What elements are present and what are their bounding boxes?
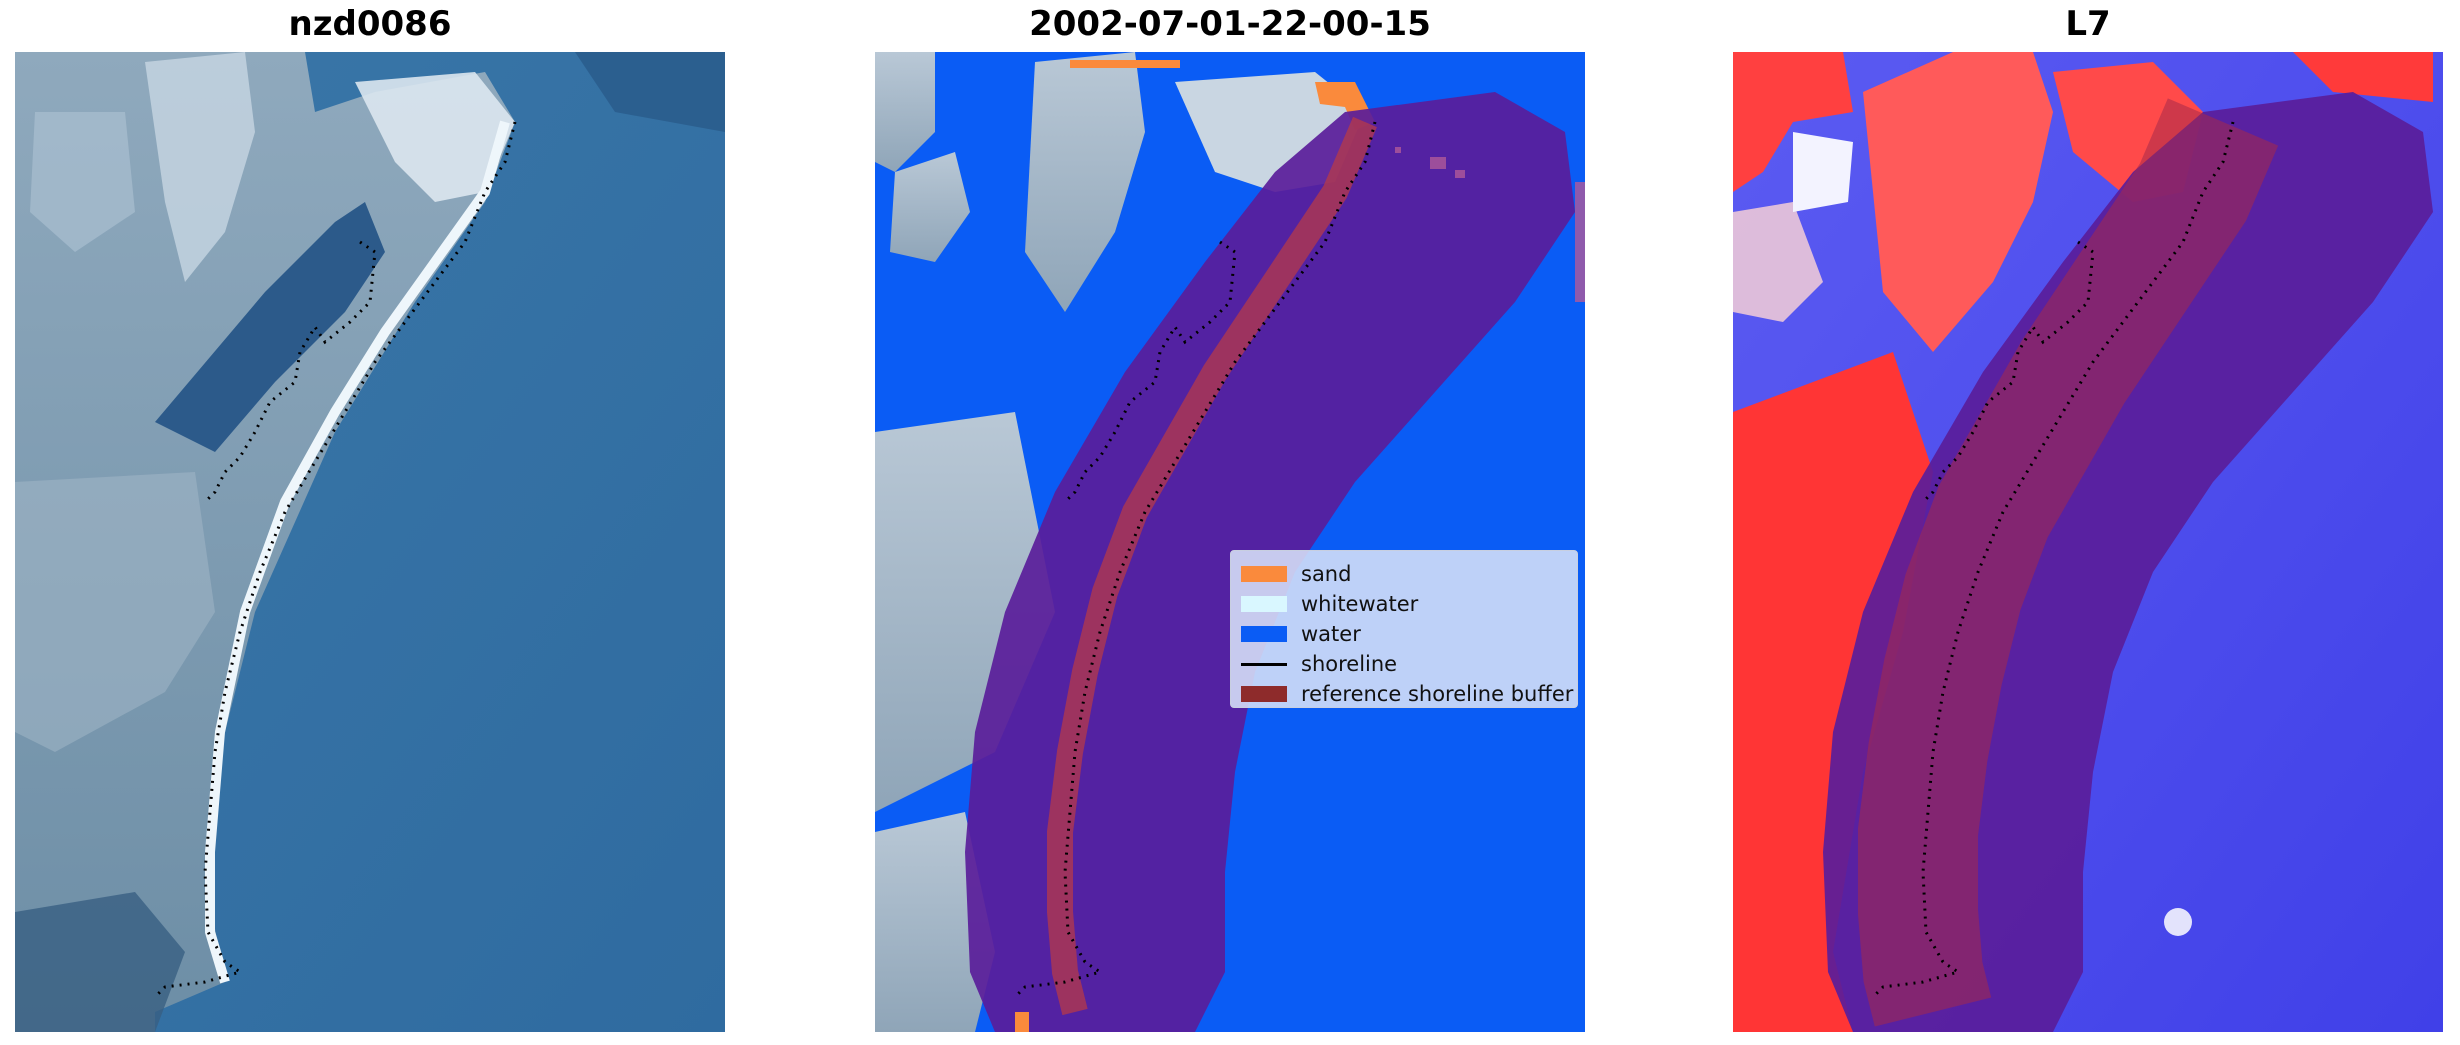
index-map — [1733, 52, 2443, 1032]
legend-swatch-buffer — [1241, 686, 1287, 702]
satellite-image-panel — [15, 52, 725, 1032]
legend-item-whitewater: whitewater — [1241, 589, 1567, 619]
classification-legend: sand whitewater water shoreline referenc… — [1230, 550, 1578, 708]
legend-label-shoreline: shoreline — [1301, 652, 1398, 676]
panel-title-image: nzd0086 — [288, 4, 452, 44]
index-panel — [1733, 52, 2443, 1032]
legend-swatch-whitewater — [1241, 596, 1287, 612]
panel-title-index: L7 — [2065, 4, 2111, 44]
legend-item-sand: sand — [1241, 559, 1567, 589]
legend-line-shoreline — [1241, 662, 1287, 666]
legend-label-whitewater: whitewater — [1301, 592, 1419, 616]
panel-title-classification: 2002-07-01-22-00-15 — [1029, 4, 1431, 44]
legend-label-sand: sand — [1301, 562, 1352, 586]
legend-item-shoreline: shoreline — [1241, 649, 1567, 679]
legend-swatch-sand — [1241, 566, 1287, 582]
satellite-image — [15, 52, 725, 1032]
legend-label-water: water — [1301, 622, 1361, 646]
classification-map — [875, 52, 1585, 1032]
classification-panel — [875, 52, 1585, 1032]
legend-swatch-water — [1241, 626, 1287, 642]
legend-item-buffer: reference shoreline buffer — [1241, 679, 1573, 709]
legend-label-buffer: reference shoreline buffer — [1301, 682, 1574, 706]
legend-item-water: water — [1241, 619, 1567, 649]
